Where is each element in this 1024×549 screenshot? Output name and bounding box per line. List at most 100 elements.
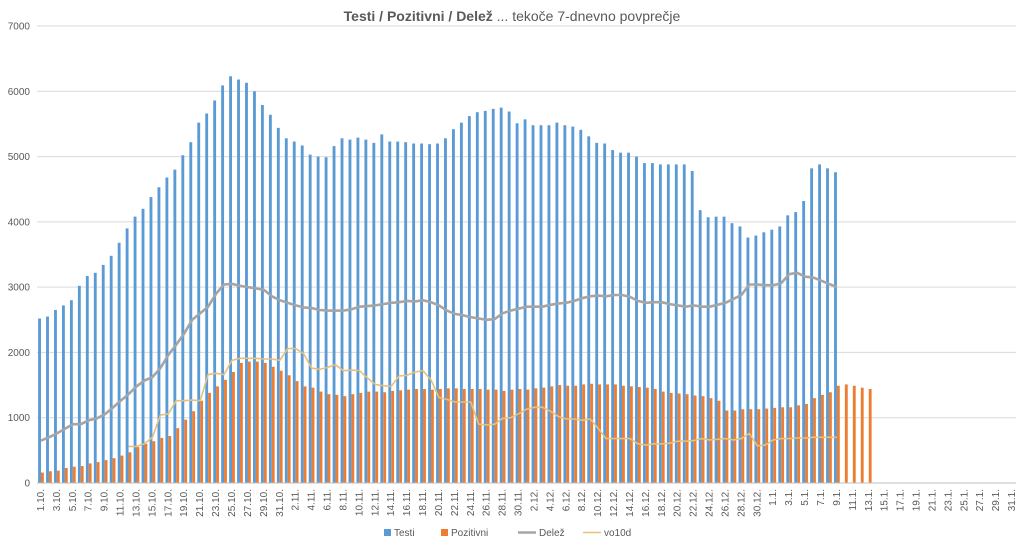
x-tick-label: 8.12. <box>577 489 588 511</box>
bar-testi <box>467 116 471 483</box>
chart-title-bold: Testi / Pozitivni / Delež <box>344 8 493 24</box>
x-tick-label: 18.11. <box>418 489 429 516</box>
bar-testi <box>173 169 177 483</box>
bar-pozitivni <box>96 462 100 483</box>
bar-testi <box>284 138 288 483</box>
bar-pozitivni <box>622 385 625 483</box>
bar-testi <box>746 237 750 483</box>
bar-testi <box>491 108 495 484</box>
x-tick-label: 14.11. <box>386 489 397 516</box>
x-tick-label: 16.11. <box>402 489 413 516</box>
bar-pozitivni <box>844 384 848 483</box>
x-tick-label: 16.12. <box>641 489 652 517</box>
bar-testi <box>754 235 758 483</box>
bar-testi <box>229 76 233 484</box>
bar-pozitivni <box>335 394 339 483</box>
x-tick-label: 6.11. <box>323 489 334 511</box>
bar-pozitivni <box>120 455 124 483</box>
x-tick-label: 20.11. <box>434 489 445 516</box>
bar-testi <box>77 285 81 483</box>
bar-testi <box>181 155 185 483</box>
bar-testi <box>420 143 424 483</box>
bar-pozitivni <box>423 388 426 483</box>
bar-testi <box>738 226 742 484</box>
bar-pozitivni <box>391 390 395 483</box>
bar-pozitivni <box>40 472 44 483</box>
bar-pozitivni <box>741 409 745 483</box>
bar-testi <box>515 123 519 484</box>
bar-testi <box>722 216 726 484</box>
bar-testi <box>213 100 217 483</box>
bar-pozitivni <box>271 366 275 483</box>
bar-testi <box>276 127 280 484</box>
bar-testi <box>69 300 73 483</box>
bar-pozitivni <box>56 470 60 483</box>
bar-testi <box>372 142 376 483</box>
bar-pozitivni <box>717 400 721 483</box>
bar-pozitivni <box>446 388 450 483</box>
series-lines <box>40 271 838 448</box>
chart-title: Testi / Pozitivni / Delež ... tekoče 7-d… <box>344 8 681 24</box>
bar-pozitivni <box>112 458 116 483</box>
bar-testi <box>316 156 320 484</box>
bar-testi <box>826 168 829 483</box>
x-tick-label: 13.1. <box>864 489 875 511</box>
bar-testi <box>109 255 113 483</box>
bar-pozitivni <box>765 408 769 483</box>
bar-pozitivni <box>582 384 586 483</box>
bar-testi <box>149 197 153 483</box>
x-tick-label: 2.11. <box>291 489 302 511</box>
x-tick-label: 19.10. <box>179 489 190 517</box>
bar-testi <box>348 139 352 483</box>
bar-pozitivni <box>868 388 872 483</box>
x-tick-label: 6.12. <box>561 489 572 511</box>
bar-testi <box>778 226 782 484</box>
bar-pozitivni <box>669 392 673 483</box>
bar-testi <box>38 318 41 483</box>
x-tick-label: 21.10. <box>195 489 206 517</box>
bar-pozitivni <box>470 388 474 483</box>
bar-testi <box>674 164 678 484</box>
bar-pozitivni <box>852 385 856 483</box>
bar-pozitivni <box>80 466 84 483</box>
bar-testi <box>268 114 272 483</box>
bar-pozitivni <box>216 386 219 483</box>
bar-testi <box>643 163 646 483</box>
x-tick-label: 30.11. <box>514 489 525 516</box>
bar-testi <box>404 142 408 484</box>
x-tick-label: 12.12. <box>609 489 620 517</box>
x-tick-label: 3.10. <box>52 489 63 511</box>
x-tick-label: 23.1. <box>943 489 954 511</box>
bar-testi <box>571 126 575 483</box>
x-tick-label: 15.1. <box>880 489 891 511</box>
x-tick-label: 29.10. <box>259 489 270 517</box>
bar-testi <box>818 164 821 484</box>
bar-pozitivni <box>303 386 307 483</box>
bar-pozitivni <box>168 435 172 483</box>
bar-testi <box>698 210 702 483</box>
bar-pozitivni <box>860 387 864 483</box>
bar-pozitivni <box>375 391 379 483</box>
bar-testi <box>459 122 463 483</box>
bar-testi <box>579 129 583 483</box>
x-tick-label: 31.10. <box>275 489 286 517</box>
bar-pozitivni <box>598 384 601 483</box>
bar-pozitivni <box>287 375 291 483</box>
x-tick-label: 4.12. <box>545 489 556 511</box>
bar-testi <box>197 122 201 483</box>
bar-pozitivni <box>486 389 490 483</box>
bar-testi <box>650 163 654 483</box>
bar-testi <box>603 143 607 483</box>
bar-pozitivni <box>136 447 140 483</box>
x-tick-label: 20.12. <box>673 489 684 517</box>
x-tick-label: 17.10. <box>163 489 174 517</box>
bar-testi <box>730 223 734 484</box>
bar-pozitivni <box>319 391 323 483</box>
bar-testi <box>523 119 527 483</box>
bar-testi <box>380 134 384 484</box>
bar-pozitivni <box>797 405 800 483</box>
bar-testi <box>834 172 837 484</box>
bar-testi <box>300 145 304 484</box>
bar-pozitivni <box>685 394 689 483</box>
x-tick-label: 19.1. <box>912 489 923 511</box>
